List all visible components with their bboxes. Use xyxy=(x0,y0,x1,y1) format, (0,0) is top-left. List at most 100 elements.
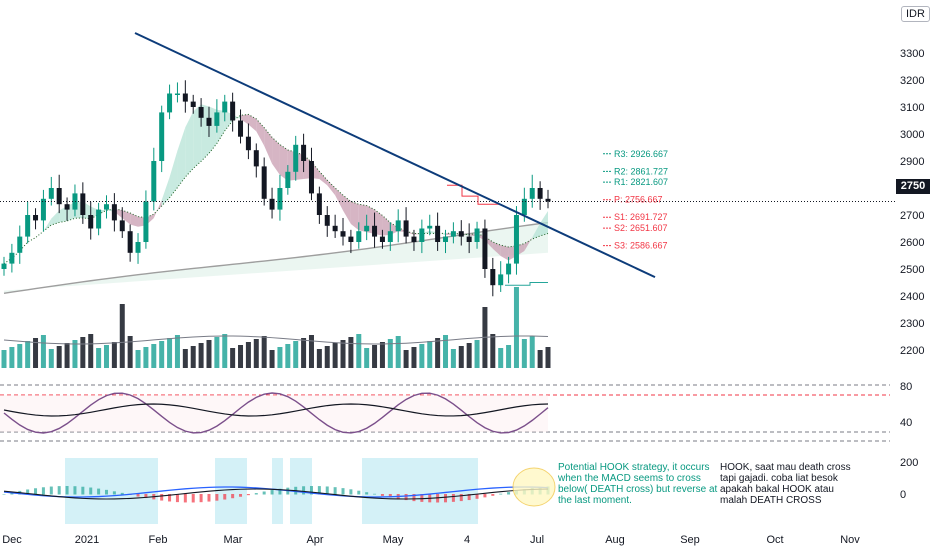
currency-badge[interactable]: IDR xyxy=(901,6,930,22)
candle-body xyxy=(435,225,441,242)
price-axis-label: 3300 xyxy=(900,48,924,60)
macd-histogram-bar xyxy=(365,492,369,495)
candle-body xyxy=(474,228,480,242)
candle-body xyxy=(356,231,362,242)
candle-body xyxy=(379,236,385,242)
candle-body xyxy=(364,225,370,232)
ema-ribbon-segment xyxy=(161,177,170,206)
volume-bar xyxy=(103,345,109,368)
price-axis-label: 2900 xyxy=(900,156,924,168)
oscillator-main-line xyxy=(3,403,549,417)
volume-bar xyxy=(214,337,220,368)
oscillator-axis-label: 40 xyxy=(900,417,912,429)
candle-body xyxy=(56,188,62,205)
candle-body xyxy=(521,198,527,215)
volume-bar xyxy=(387,339,393,368)
volume-bar xyxy=(466,343,472,368)
ema-ribbon-segment xyxy=(272,137,280,175)
ema-ribbon-segment xyxy=(130,212,139,227)
macd-histogram-bar xyxy=(444,494,448,503)
volume-bar xyxy=(96,348,102,368)
volume-bar xyxy=(72,340,78,368)
candle-body xyxy=(64,204,70,210)
macd-histogram-bar xyxy=(73,486,77,495)
candle-body xyxy=(316,193,322,215)
candle-body xyxy=(513,215,519,264)
ema-ribbon-segment xyxy=(59,206,68,223)
volume-bar xyxy=(450,349,456,368)
macd-histogram-bar xyxy=(404,494,408,501)
volume-bar xyxy=(56,346,62,368)
macd-histogram-bar xyxy=(333,487,337,495)
macd-histogram-bar xyxy=(270,490,274,495)
volume-bar xyxy=(521,339,527,368)
volume-bar xyxy=(356,334,362,368)
candle-body xyxy=(261,166,267,199)
last-price-label: 2750 xyxy=(896,179,930,194)
volume-bar xyxy=(458,346,464,368)
volume-bar xyxy=(324,346,330,368)
candle-body xyxy=(285,171,291,188)
volume-bar xyxy=(88,334,94,368)
candle-body xyxy=(88,215,94,229)
macd-histogram-bar xyxy=(491,494,495,496)
support-step-line xyxy=(505,282,548,286)
candle-body xyxy=(222,101,228,113)
ema-ribbon-segment xyxy=(382,215,391,236)
price-axis-label: 2300 xyxy=(900,318,924,330)
candle-body xyxy=(419,228,425,242)
macd-axis-label: 200 xyxy=(900,457,918,469)
macd-histogram-bar xyxy=(231,494,235,499)
candle-body xyxy=(253,150,259,167)
macd-histogram-bar xyxy=(373,493,377,495)
oscillator-band xyxy=(0,395,548,432)
volume-bar xyxy=(151,344,157,368)
volume-bar xyxy=(427,341,433,368)
ema-ribbon-segment xyxy=(492,242,501,256)
candle-body xyxy=(482,228,488,269)
ema-ribbon-segment xyxy=(248,114,257,132)
macd-histogram-bar xyxy=(57,486,61,495)
hook-highlight-circle xyxy=(512,467,556,507)
ema-ribbon-segment xyxy=(51,210,60,226)
macd-histogram-bar xyxy=(302,486,306,495)
long-ma-band xyxy=(4,222,548,294)
volume-bar xyxy=(545,347,551,368)
macd-histogram-bar xyxy=(112,491,116,495)
candle-body xyxy=(458,231,464,237)
macd-histogram-bar xyxy=(467,494,471,501)
macd-signal-line xyxy=(3,488,549,500)
macd-histogram-bar xyxy=(349,489,353,495)
volume-bar xyxy=(411,347,417,368)
volume-bar xyxy=(119,304,125,368)
volume-bar xyxy=(64,343,70,368)
candle-body xyxy=(238,120,244,137)
volume-bar xyxy=(174,335,180,368)
volume-bar xyxy=(348,337,354,368)
volume-bar xyxy=(435,338,441,368)
candle-body xyxy=(25,215,31,237)
macd-highlight-region xyxy=(215,458,247,524)
price-axis-label: 2700 xyxy=(900,210,924,222)
macd-highlight-region xyxy=(272,458,283,524)
long-ma-line xyxy=(3,221,549,294)
candle-body xyxy=(340,231,346,237)
candle-body xyxy=(230,101,236,121)
candle-body xyxy=(395,220,401,232)
candle-body xyxy=(450,231,456,237)
pivot-level-label: S3: 2586.667 xyxy=(614,241,668,251)
price-axis-label: 2500 xyxy=(900,264,924,276)
volume-bar xyxy=(474,340,480,368)
macd-histogram-bar xyxy=(41,487,45,495)
pivot-level-label: R2: 2861.727 xyxy=(614,166,668,176)
candle-body xyxy=(427,225,433,229)
time-axis-label: Apr xyxy=(306,534,323,546)
candle-body xyxy=(506,263,512,275)
volume-bar xyxy=(261,336,267,368)
macd-histogram-bar xyxy=(81,486,85,495)
ema-ribbon-segment xyxy=(185,111,194,177)
candle-body xyxy=(293,144,299,172)
volume-bar xyxy=(316,349,322,368)
macd-histogram-bar xyxy=(104,489,108,495)
